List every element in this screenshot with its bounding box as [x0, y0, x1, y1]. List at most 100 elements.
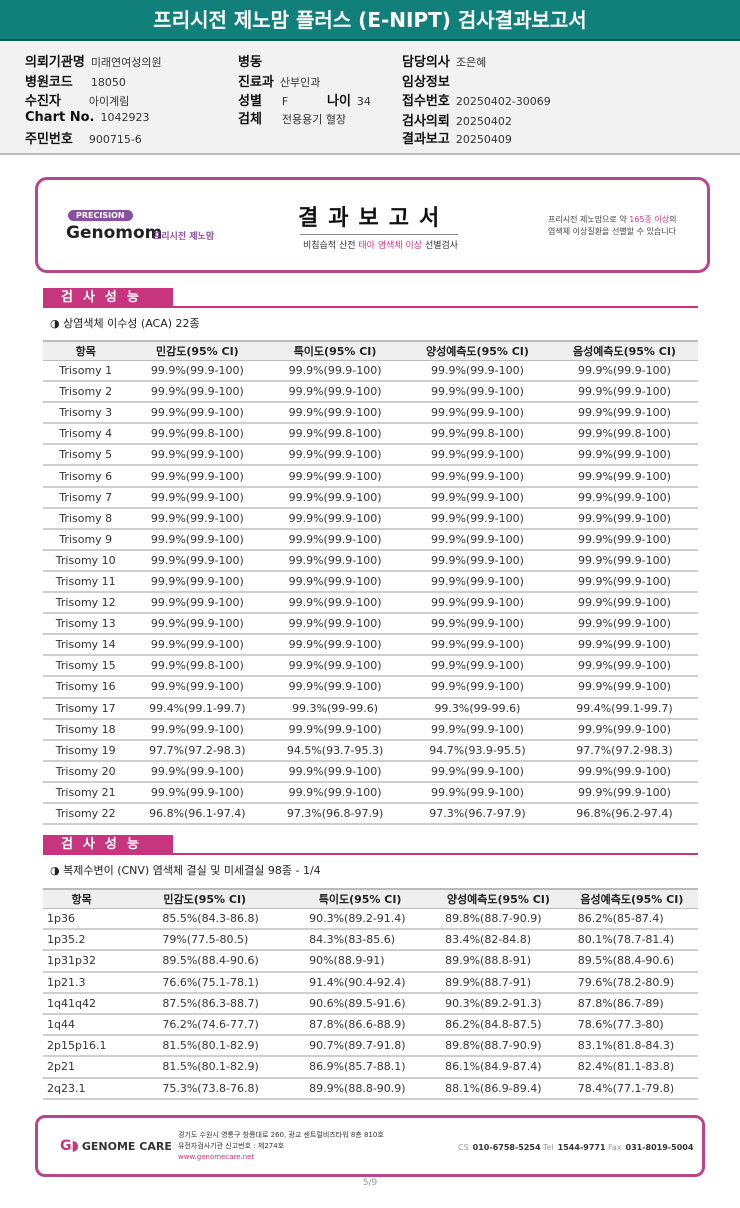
table-cell: 99.9%(99.9-100): [403, 592, 551, 615]
table-cell: 99.9%(99.9-100): [403, 381, 551, 404]
table-cell: 99.9%(99.9-100): [550, 465, 698, 488]
table-cell: 99.9%(99.9-100): [550, 528, 698, 551]
table-cell: 99.9%(99.9-100): [128, 570, 267, 594]
table-cell: 99.9%(99.9-100): [128, 528, 267, 551]
table-cell: Trisomy 4: [43, 423, 129, 446]
table-cell: 99.9%(99.8-100): [550, 423, 698, 446]
section-header-2: 검사성능: [43, 835, 698, 855]
table-cell: 99.9%(99.9-100): [403, 570, 551, 594]
chart-no-field: Chart No. 1042923: [25, 110, 150, 125]
title-divider: [300, 234, 458, 235]
banner-title: 결과보고서: [298, 206, 450, 231]
table-row: Trisomy 9 99.9%(99.9-100) 99.9%(99.9-100) 9…: [43, 528, 698, 551]
table-cell: 99.3%(99-99.6): [403, 697, 551, 720]
table-cell: 99.4%(99.1-99.7): [550, 697, 698, 720]
banner-subtitle: 비침습적 산전 태아 염색체 이상 선별검사: [303, 241, 459, 251]
table-cell: 99.9%(99.9-100): [403, 507, 551, 530]
table-cell: 99.9%(99.9-100): [403, 465, 551, 488]
table-cell: 99.9%(99.9-100): [128, 381, 267, 404]
table-cell: 99.9%(99.9-100): [550, 718, 698, 741]
table-cell: 99.9%(99.9-100): [403, 634, 551, 657]
table-cell: 89.9%(88.8-91): [431, 950, 566, 973]
table-cell: Trisomy 2: [43, 381, 129, 404]
patient-field: 수진자 아이계림: [25, 94, 130, 109]
table-cell: 99.9%(99.9-100): [403, 486, 551, 509]
table-cell: 99.9%(99.8-100): [128, 423, 267, 446]
table-row: Trisomy 4 99.9%(99.8-100) 99.9%(99.8-100) 9…: [43, 423, 698, 446]
table-cell: Trisomy 12: [43, 592, 129, 615]
table-cell: 78.6%(77.3-80): [565, 1013, 698, 1037]
table-cell: 99.9%(99.9-100): [266, 381, 404, 404]
column-header: 음성예측도(95% CI): [565, 888, 698, 909]
table-cell: Trisomy 20: [43, 760, 129, 783]
table-cell: 99.9%(99.9-100): [403, 402, 551, 425]
table-cell: Trisomy 17: [43, 697, 129, 720]
genomecare-logo-icon: G◗: [60, 1138, 79, 1154]
table-row: Trisomy 2 99.9%(99.9-100) 99.9%(99.9-100) 9…: [43, 381, 698, 404]
table-cell: 97.3%(96.8-97.9): [266, 802, 404, 826]
column-header: 항목: [43, 888, 121, 909]
table-cell: 99.9%(99.9-100): [403, 360, 551, 383]
table-cell: 78.4%(77.1-79.8): [565, 1077, 698, 1100]
table-cell: Trisomy 6: [43, 465, 129, 488]
website-link[interactable]: www.genomecare.net: [178, 1153, 255, 1161]
table-cell: Trisomy 9: [43, 528, 129, 551]
table-row: Trisomy 20 99.9%(99.9-100) 99.9%(99.9-100)…: [43, 760, 698, 783]
table-cell: Trisomy 14: [43, 634, 129, 657]
table-cell: 99.9%(99.8-100): [266, 423, 404, 446]
column-header: 민감도(95% CI): [128, 340, 267, 361]
table-cell: 76.6%(75.1-78.1): [120, 971, 290, 994]
table-cell: 99.9%(99.9-100): [266, 528, 404, 551]
table-cell: 1p36: [43, 908, 121, 931]
table-cell: 99.9%(99.9-100): [128, 760, 267, 783]
table-cell: 90.3%(89.2-91.3): [431, 992, 566, 1015]
table-cell: 99.9%(99.9-100): [403, 528, 551, 551]
table-cell: 99.9%(99.9-100): [266, 655, 404, 678]
table-cell: Trisomy 3: [43, 402, 129, 425]
table-cell: Trisomy 21: [43, 781, 129, 804]
table-cell: 99.9%(99.9-100): [550, 507, 698, 530]
report-date-field: 결과보고 20250409: [402, 132, 512, 147]
table-cell: 97.3%(96.7-97.9): [403, 802, 551, 826]
column-header: 항목: [43, 340, 129, 361]
table-cell: 1p31p32: [43, 950, 121, 973]
table-cell: 99.9%(99.9-100): [403, 613, 551, 636]
age-field: 나이 34: [327, 94, 371, 109]
table-cell: 99.9%(99.9-100): [266, 592, 404, 615]
table-row: Trisomy 3 99.9%(99.9-100) 99.9%(99.9-100) 9…: [43, 402, 698, 425]
table-cell: Trisomy 19: [43, 739, 129, 762]
table-cell: 99.9%(99.9-100): [128, 781, 267, 804]
table-cell: Trisomy 15: [43, 655, 129, 678]
table-cell: 90.6%(89.5-91.6): [289, 992, 432, 1015]
banner-description: 프리시전 제노맘으로 약 165종 이상의 염색체 이상질환을 선별할 수 있습니…: [548, 215, 677, 236]
table-cell: 2p15p16.1: [43, 1035, 121, 1058]
table-cell: 86.2%(85-87.4): [565, 908, 698, 931]
table-cell: 86.1%(84.9-87.4): [431, 1056, 566, 1079]
section-header-1: 검사성능: [43, 288, 698, 308]
clinical-field: 임상정보: [402, 75, 450, 90]
table-cell: 99.9%(99.9-100): [128, 402, 267, 425]
table-cell: 99.9%(99.9-100): [550, 592, 698, 615]
table-cell: 99.9%(99.9-100): [266, 444, 404, 467]
table-cell: 2p21: [43, 1056, 121, 1079]
table-cell: 99.9%(99.9-100): [128, 360, 267, 383]
table-cell: 83.4%(82-84.8): [431, 929, 566, 952]
table-row: Trisomy 15 99.9%(99.8-100) 99.9%(99.9-100)…: [43, 655, 698, 678]
table-cell: 85.5%(84.3-86.8): [120, 908, 290, 931]
table-row: Trisomy 10 99.9%(99.9-100) 99.9%(99.9-100)…: [43, 549, 698, 572]
table-row: Trisomy 16 99.9%(99.9-100) 99.9%(99.9-100)…: [43, 676, 698, 699]
table-cell: 82.4%(81.1-83.8): [565, 1056, 698, 1079]
table-cell: 99.9%(99.9-100): [403, 718, 551, 741]
table-row: Trisomy 12 99.9%(99.9-100) 99.9%(99.9-100)…: [43, 592, 698, 615]
table-cell: 2q23.1: [43, 1077, 121, 1100]
section-subtitle-1: ◑ 상염색체 이수성 (ACA) 22종: [50, 317, 200, 330]
table-cell: 99.9%(99.9-100): [128, 718, 267, 741]
precision-badge: PRECISION: [68, 210, 133, 221]
sex-field: 성별 F: [238, 94, 289, 109]
table-cell: 79.6%(78.2-80.9): [565, 971, 698, 994]
table-cell: Trisomy 5: [43, 444, 129, 467]
doctor-field: 담당의사 조은혜: [402, 55, 487, 70]
table-cell: 99.9%(99.9-100): [550, 634, 698, 657]
table-row: 1p35.2 79%(77.5-80.5) 84.3%(83-85.6) 83.4%(…: [43, 929, 698, 952]
table-cell: 87.8%(86.7-89): [565, 992, 698, 1015]
